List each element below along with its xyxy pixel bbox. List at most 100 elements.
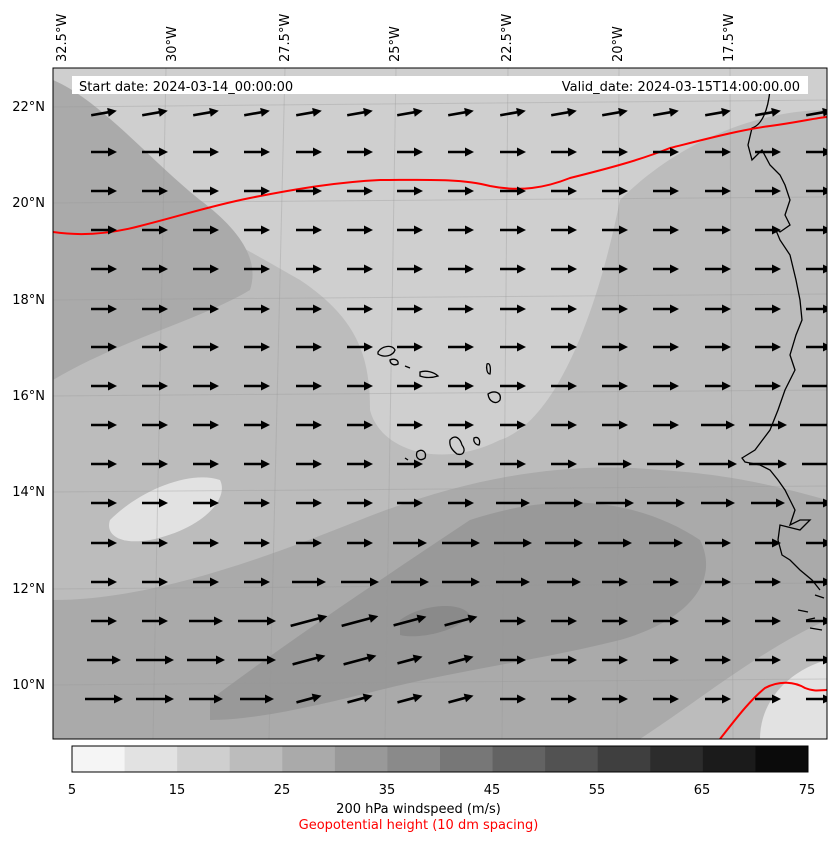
cape-verde-sao-vicente <box>389 358 399 366</box>
wind-arrow-head <box>465 381 474 391</box>
wind-arrow-head <box>107 107 117 117</box>
wind-arrow-head <box>778 459 787 469</box>
lon-label: 27.5°W <box>278 14 293 62</box>
wind-arrow-head <box>210 577 219 587</box>
wind-arrow-head <box>364 459 373 469</box>
wind-arrow-head <box>265 694 274 704</box>
start-date-label: Start date: 2024-03-14_00:00:00 <box>79 80 293 95</box>
wind-arrow-head <box>619 616 628 626</box>
wind-arrow-head <box>414 264 423 274</box>
wind-arrow-head <box>214 694 223 704</box>
shading-band-10-15-west <box>109 477 222 542</box>
wind-arrow-shaft <box>704 110 726 117</box>
wind-arrow-head <box>670 304 679 314</box>
valid-date-label: Valid_date: 2024-03-15T14:00:00.00 <box>562 80 800 95</box>
wind-arrow-head <box>517 225 526 235</box>
cape-verde-brava <box>404 457 409 461</box>
wind-arrow-shaft <box>652 110 674 117</box>
wind-arrow-head <box>568 147 577 157</box>
wind-arrow-head <box>722 304 731 314</box>
wind-arrow-head <box>623 459 632 469</box>
wind-arrow-head <box>210 498 219 508</box>
wind-arrow-head <box>521 498 530 508</box>
colorbar <box>72 746 809 772</box>
wind-arrow-head <box>772 304 781 314</box>
wind-arrow-head <box>722 655 731 665</box>
wind-arrow-head <box>364 186 373 196</box>
wind-arrow-head <box>572 577 581 587</box>
wind-arrow-head <box>364 381 373 391</box>
wind-arrow-head <box>210 264 219 274</box>
wind-arrow-head <box>823 342 827 352</box>
wind-arrow-head <box>669 107 679 117</box>
colorbar-label: 200 hPa windspeed (m/s) <box>336 802 501 817</box>
wind-arrow-shaft <box>141 110 163 117</box>
wind-arrow-head <box>412 654 423 664</box>
wind-arrow-head <box>364 420 373 430</box>
wind-arrow-head <box>261 264 270 274</box>
wind-arrow-head <box>772 655 781 665</box>
wind-arrow-head <box>108 225 117 235</box>
wind-arrow-head <box>827 382 836 391</box>
cape-verde-sao-nicolau <box>419 370 440 379</box>
geopotential-contour-north <box>53 116 827 235</box>
wind-arrow-head <box>261 225 270 235</box>
date-header-background <box>72 76 808 94</box>
wind-arrow-head <box>463 654 474 664</box>
colorbar-tick-label: 25 <box>274 783 291 798</box>
wind-arrow-shaft <box>448 695 469 704</box>
wind-arrow-head <box>726 498 735 508</box>
wind-arrow-head <box>368 614 379 623</box>
geopotential-contour-south <box>719 681 827 739</box>
wind-arrow-head <box>108 616 117 626</box>
wind-arrow-head <box>312 107 322 117</box>
wind-arrow-head <box>465 264 474 274</box>
wind-arrow-head <box>574 538 583 548</box>
wind-arrow-head <box>772 225 781 235</box>
wind-arrow-shaft <box>343 655 371 666</box>
wind-arrow-head <box>726 420 735 430</box>
wind-arrow-head <box>159 420 168 430</box>
lon-label: 30°W <box>165 26 180 62</box>
wind-arrow-head <box>108 459 117 469</box>
colorbar-frame <box>71 745 809 773</box>
cape-verde-santiago <box>449 436 465 456</box>
wind-arrow-head <box>517 459 526 469</box>
wind-arrow-head <box>210 381 219 391</box>
wind-arrow-head <box>112 655 121 665</box>
wind-arrow-head <box>619 420 628 430</box>
wind-arrow-head <box>670 381 679 391</box>
wind-arrow-head <box>364 304 373 314</box>
wind-arrow-head <box>568 264 577 274</box>
wind-arrow-head <box>521 577 530 587</box>
wind-arrow-head <box>465 498 474 508</box>
wind-arrow-head <box>823 498 827 508</box>
wind-arrow-head <box>465 147 474 157</box>
colorbar-segment <box>124 746 178 772</box>
wind-arrow-head <box>722 538 731 548</box>
wind-arrow-head <box>313 538 322 548</box>
wind-arrow-head <box>261 342 270 352</box>
colorbar-segment <box>755 746 809 772</box>
cape-verde-fogo <box>415 449 427 461</box>
wind-arrow-head <box>517 694 526 704</box>
wind-arrow-shaft <box>296 695 317 704</box>
map-plot-area <box>53 68 836 739</box>
wind-arrow-head <box>772 147 781 157</box>
colorbar-tick-label: 35 <box>379 783 396 798</box>
wind-arrow-head <box>619 186 628 196</box>
lat-label: 14°N <box>12 485 45 500</box>
wind-arrow-head <box>317 614 328 623</box>
wind-arrow-head <box>159 264 168 274</box>
wind-arrow-head <box>108 420 117 430</box>
wind-arrow-head <box>313 186 322 196</box>
wind-arrow-head <box>108 264 117 274</box>
wind-arrow-head <box>209 107 219 117</box>
lat-label: 20°N <box>12 196 45 211</box>
wind-arrow-head <box>108 342 117 352</box>
wind-arrow-head <box>728 459 737 469</box>
wind-arrow-head <box>364 225 373 235</box>
wind-arrow-head <box>210 147 219 157</box>
wind-arrow-head <box>619 655 628 665</box>
wind-arrow-head <box>364 264 373 274</box>
